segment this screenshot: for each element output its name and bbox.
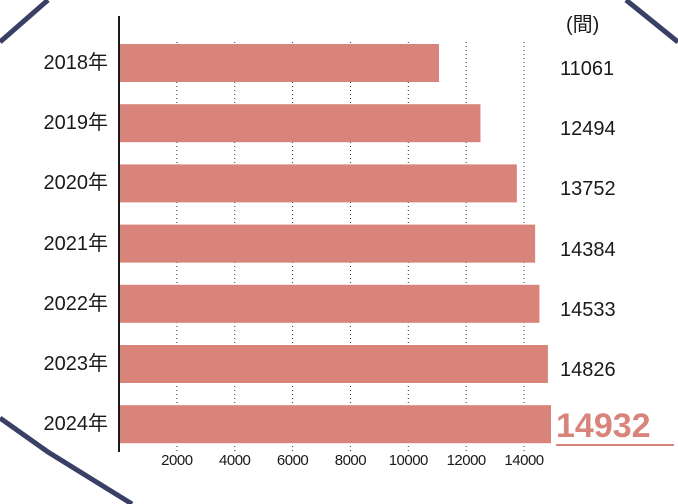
value-label: 12494 (560, 118, 616, 141)
x-tick-label: 2000 (161, 452, 193, 469)
category-label: 2018年 (43, 52, 109, 74)
frame-bottom-left-border (0, 415, 134, 504)
value-label: 13752 (560, 178, 616, 201)
bar-2018年 (119, 44, 440, 82)
category-label: 2021年 (43, 232, 109, 255)
category-label: 2024年 (43, 413, 109, 436)
highlighted-value-label: 14932 (556, 407, 651, 446)
bar-2020年 (119, 164, 517, 203)
highlight-underline (556, 444, 674, 446)
frame-top-left-border (0, 0, 50, 44)
x-tick-label: 14000 (504, 452, 544, 469)
frame-top-right-border (624, 0, 678, 44)
bar-2024年 (119, 405, 551, 444)
bar-2019年 (119, 104, 481, 143)
bar-2023年 (119, 345, 548, 383)
x-tick-label: 10000 (388, 452, 429, 469)
unit-label: (間) (566, 14, 600, 36)
x-tick-label: 12000 (446, 452, 487, 469)
value-label: 14533 (560, 298, 616, 321)
x-tick-label: 8000 (334, 452, 367, 469)
category-label: 2019年 (43, 112, 109, 135)
value-label: 14826 (560, 359, 616, 381)
value-label: 11061 (560, 58, 615, 80)
bar-2021年 (119, 224, 536, 263)
category-label: 2023年 (43, 353, 109, 375)
category-label: 2020年 (43, 172, 109, 195)
category-label: 2022年 (43, 292, 109, 315)
x-tick-label: 6000 (276, 452, 309, 469)
value-label: 14384 (560, 238, 616, 261)
x-tick-label: 4000 (219, 452, 251, 469)
bar-2022年 (119, 284, 540, 323)
